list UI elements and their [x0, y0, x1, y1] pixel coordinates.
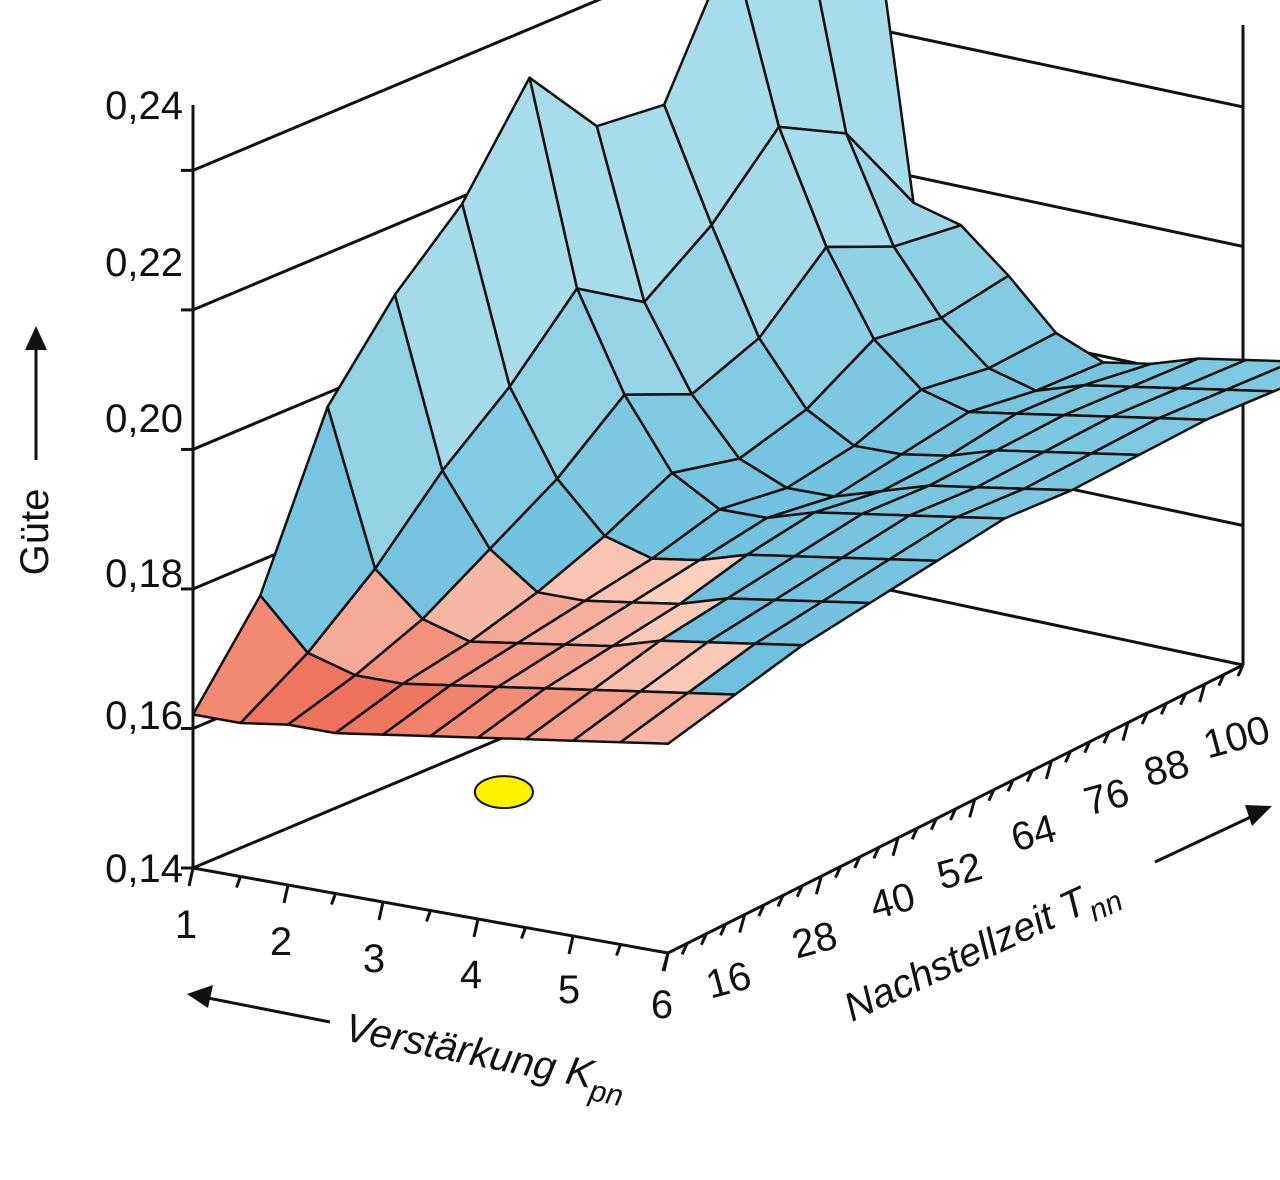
- tick-mark: [615, 943, 622, 957]
- tick-mark: [680, 942, 689, 956]
- tick-mark: [1236, 664, 1245, 677]
- x-tick-label: 5: [558, 968, 580, 1012]
- x-tick-label: 3: [363, 937, 385, 981]
- x-tick-label: 1: [175, 903, 197, 947]
- z-tick-label: 0,16: [105, 694, 183, 738]
- y-tick-label: 100: [1199, 708, 1275, 768]
- z-axis-title: Güte: [13, 326, 57, 575]
- tick-mark: [1083, 741, 1092, 754]
- y-tick-label: 28: [787, 913, 841, 967]
- tick-mark: [757, 904, 766, 917]
- z-tick-label: 0,20: [105, 397, 183, 441]
- y-tick-label: 76: [1079, 770, 1133, 824]
- tick-mark: [1121, 722, 1130, 742]
- tick-mark: [891, 837, 900, 857]
- tick-mark: [719, 923, 727, 936]
- z-axis-tick-labels: 0,14 0,16 0,18 0,20 0,22 0,24: [105, 84, 183, 891]
- z-axis-arrow-head: [25, 326, 47, 350]
- tick-mark: [699, 933, 708, 946]
- tick-mark: [814, 875, 823, 895]
- z-tick-label: 0,22: [105, 241, 183, 285]
- tick-mark: [1217, 673, 1226, 687]
- surface-mesh: [191, 0, 1280, 745]
- y-tick-label: 88: [1139, 741, 1193, 795]
- z-tick-label: 0,18: [105, 552, 183, 596]
- y-tick-label: 40: [865, 874, 919, 928]
- tick-mark: [330, 892, 337, 906]
- y-axis-arrow-shaft: [1154, 813, 1256, 864]
- tick-mark: [987, 789, 996, 802]
- tick-mark: [1025, 769, 1034, 783]
- tick-mark: [872, 846, 881, 860]
- x-tick-label: 2: [270, 920, 292, 964]
- tick-marks: [181, 168, 1245, 972]
- tick-mark: [235, 875, 242, 889]
- x-axis-arrow-shaft: [207, 996, 331, 1024]
- x-tick-label: 4: [460, 953, 482, 997]
- tick-mark: [1064, 750, 1072, 764]
- y-tick-label: 64: [1006, 806, 1060, 860]
- tick-mark: [1006, 779, 1015, 792]
- y-tick-label: 52: [932, 844, 986, 898]
- tick-mark: [472, 918, 480, 938]
- y-axis-title-subscript: nn: [1084, 884, 1128, 928]
- tick-mark: [1159, 702, 1168, 716]
- tick-mark: [425, 909, 432, 923]
- z-tick-label: 0,24: [105, 84, 183, 128]
- x-tick-label: 6: [651, 983, 673, 1027]
- z-axis-title-text: Güte: [13, 489, 57, 576]
- tick-mark: [520, 926, 527, 940]
- surface-cell: [619, 691, 737, 745]
- tick-mark: [1044, 760, 1053, 780]
- y-axis-arrow-head: [1245, 805, 1272, 826]
- z-tick-label: 0,14: [105, 847, 183, 891]
- x-axis-tick-labels: 1 2 3 4 5 6: [175, 903, 673, 1027]
- tick-mark: [187, 867, 195, 887]
- x-axis-title-subscript: pn: [586, 1074, 626, 1113]
- x-axis-title-main: Verstärkung K: [341, 1006, 599, 1098]
- tick-mark: [1179, 693, 1187, 706]
- side-wall-gridline: [865, 583, 1244, 667]
- tick-mark: [853, 856, 862, 869]
- side-wall-gridline: [865, 25, 1244, 109]
- tick-mark: [776, 894, 785, 908]
- tick-mark: [567, 935, 575, 955]
- tick-mark: [282, 884, 290, 904]
- tick-mark: [834, 865, 842, 879]
- y-tick-label: 16: [701, 953, 755, 1007]
- x-axis-title-text: Verstärkung Kpn: [339, 1006, 629, 1113]
- tick-mark: [949, 808, 957, 821]
- back-wall-gridline: [192, 0, 603, 172]
- optimum-marker: [473, 775, 534, 810]
- tick-mark: [1140, 712, 1149, 725]
- side-wall-gridline: [865, 164, 1244, 248]
- tick-mark: [738, 914, 747, 934]
- tick-mark: [1102, 731, 1111, 744]
- tick-mark: [661, 952, 670, 972]
- x-axis-arrow-head: [187, 985, 213, 1008]
- tick-mark: [1198, 683, 1207, 703]
- tick-mark: [910, 827, 919, 840]
- tick-mark: [929, 817, 938, 831]
- tick-mark: [377, 901, 385, 921]
- tick-mark: [968, 798, 977, 818]
- tick-mark: [795, 885, 804, 898]
